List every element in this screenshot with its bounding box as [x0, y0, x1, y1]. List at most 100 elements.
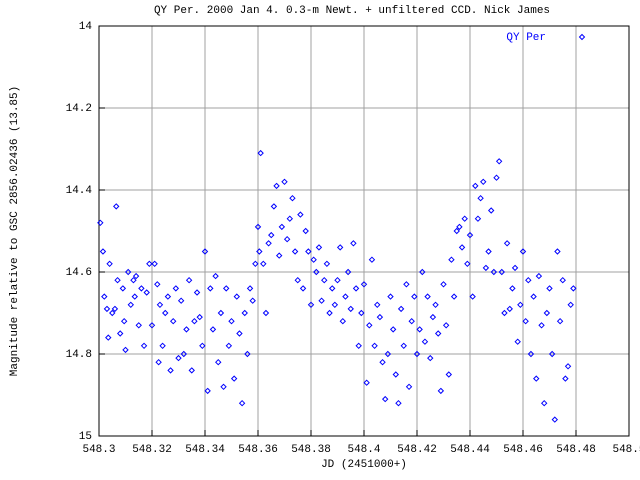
data-point [225, 342, 233, 350]
data-point [127, 301, 135, 309]
data-point [103, 305, 111, 313]
y-tick-label: 14 [79, 21, 93, 33]
data-point [456, 223, 463, 231]
data-point [119, 285, 127, 292]
data-point [148, 322, 156, 329]
data-point [405, 383, 413, 391]
data-point [172, 285, 180, 292]
data-point [403, 281, 410, 288]
x-axis-label: JD (2451000+) [321, 459, 407, 471]
y-tick-label: 14.2 [66, 103, 92, 115]
data-point [363, 379, 370, 386]
data-point [540, 399, 548, 407]
data-point [392, 371, 400, 378]
data-point [522, 317, 529, 325]
legend-marker [578, 33, 586, 41]
data-point [120, 317, 128, 325]
data-point [474, 215, 482, 222]
data-point [469, 293, 476, 300]
y-axis-label: Magnitude relative to GSC 2856.02436 (13… [9, 86, 21, 376]
plot-border [98, 25, 630, 437]
data-point [554, 248, 561, 255]
data-point [387, 293, 394, 300]
data-point [254, 223, 262, 231]
data-point [111, 305, 119, 313]
data-point [286, 215, 294, 222]
data-point [222, 285, 230, 292]
data-point [472, 182, 479, 190]
data-point [220, 383, 227, 391]
data-point [302, 227, 309, 235]
y-tick-label: 14.8 [66, 349, 92, 361]
data-point [556, 317, 564, 325]
data-point [283, 235, 291, 243]
x-tick-label: 548.5 [612, 444, 640, 456]
data-point [538, 322, 545, 329]
x-tick-label: 548.48 [556, 444, 596, 456]
data-point [562, 375, 569, 382]
data-point [113, 203, 120, 210]
data-point [567, 301, 574, 309]
data-point [400, 342, 407, 350]
data-point [188, 367, 195, 374]
data-point [434, 330, 442, 337]
data-point [169, 317, 177, 325]
data-point [525, 276, 532, 284]
data-point [519, 248, 527, 255]
data-point [156, 301, 164, 309]
data-point [559, 276, 566, 284]
data-point [268, 231, 275, 239]
data-point [490, 268, 498, 276]
x-tick-label: 548.34 [185, 444, 225, 456]
data-point [533, 375, 540, 382]
data-point [432, 301, 439, 309]
data-point [154, 281, 161, 288]
data-point [105, 334, 112, 341]
data-point [546, 285, 553, 292]
x-tick-label: 548.44 [450, 444, 490, 456]
data-point [445, 371, 453, 378]
data-point [167, 367, 174, 374]
data-point [310, 256, 317, 263]
data-point [321, 276, 328, 284]
data-point [199, 342, 206, 350]
data-point [155, 358, 162, 366]
data-point [318, 297, 325, 304]
data-point [511, 264, 519, 272]
x-tick-label: 548.32 [132, 444, 172, 456]
data-point [437, 387, 445, 395]
data-point [371, 342, 378, 350]
data-point [262, 309, 270, 317]
data-point [241, 309, 248, 317]
data-point [503, 240, 511, 247]
data-point [543, 309, 551, 317]
data-point [331, 301, 339, 309]
data-point [482, 264, 490, 272]
data-point [233, 293, 241, 300]
data-point [193, 289, 201, 296]
data-point [427, 354, 434, 362]
data-point [551, 416, 559, 423]
data-point [411, 293, 418, 300]
x-tick-label: 548.36 [238, 444, 278, 456]
data-point [135, 322, 142, 329]
data-point [122, 346, 129, 354]
data-point [527, 350, 535, 358]
data-point [101, 293, 108, 300]
x-tick-label: 548.46 [503, 444, 543, 456]
data-point [376, 313, 384, 321]
data-point [352, 285, 360, 292]
data-point [138, 285, 145, 292]
data-point [260, 260, 267, 268]
data-point [315, 244, 323, 251]
data-point [498, 268, 506, 276]
data-point [323, 260, 331, 268]
data-point [299, 285, 307, 292]
data-point [379, 358, 386, 366]
data-point [212, 272, 219, 280]
data-point [175, 354, 182, 362]
data-point [384, 350, 392, 358]
data-point [180, 350, 188, 358]
